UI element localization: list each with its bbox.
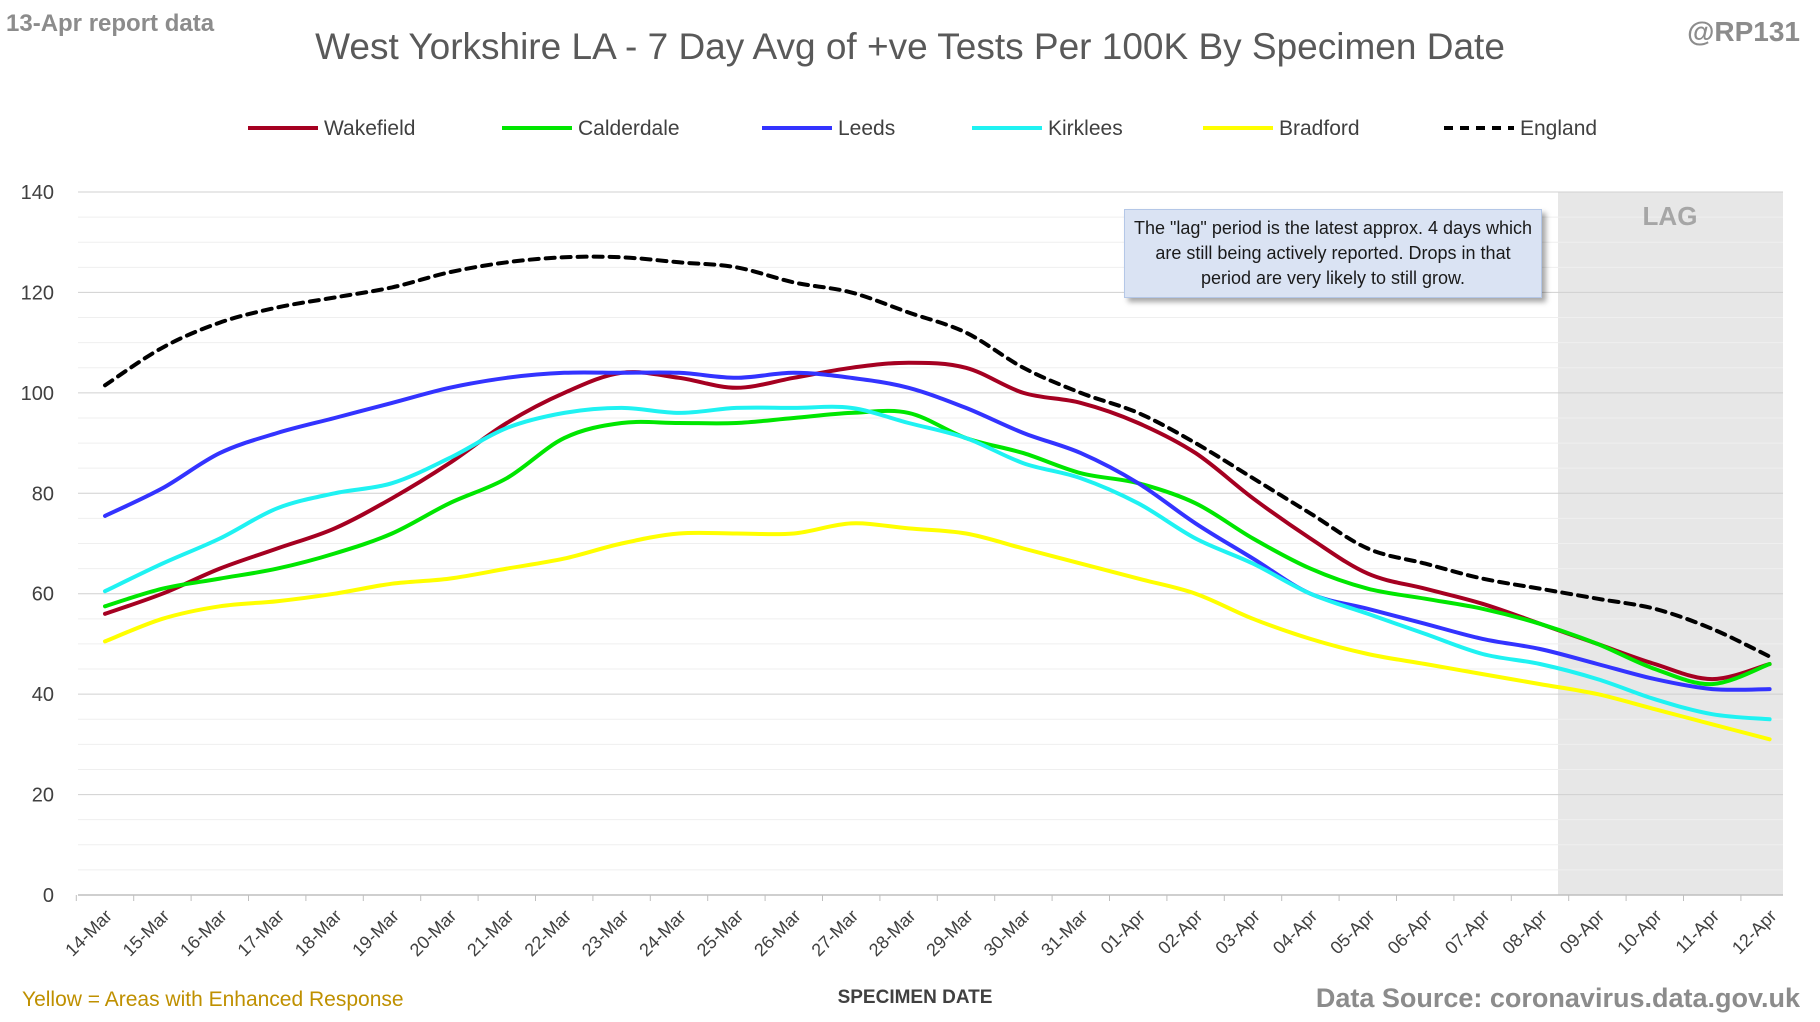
x-tick-label: 02-Apr bbox=[1154, 906, 1206, 958]
x-tick-label: 22-Mar bbox=[521, 906, 575, 960]
legend-label: Leeds bbox=[838, 117, 895, 140]
x-tick-label: 01-Apr bbox=[1097, 906, 1149, 958]
legend-label: England bbox=[1520, 117, 1597, 140]
y-tick-label: 120 bbox=[21, 282, 54, 304]
data-source: Data Source: coronavirus.data.gov.uk bbox=[1315, 983, 1800, 1013]
report-date-label: 13-Apr report data bbox=[6, 10, 215, 37]
y-tick-label: 100 bbox=[21, 383, 54, 405]
x-tick-label: 25-Mar bbox=[693, 906, 747, 960]
series-line-england bbox=[103, 254, 1772, 659]
axes: 0 20 40 60 80 100 120 140 14-Mar 15-Mar 16-Mar 17-M… bbox=[21, 182, 1783, 960]
y-tick-label: 0 bbox=[43, 885, 54, 907]
x-tick-label: 18-Mar bbox=[291, 906, 345, 960]
y-tick-label: 80 bbox=[32, 483, 54, 505]
x-tick-label: 29-Mar bbox=[922, 906, 976, 960]
x-tick-label: 24-Mar bbox=[635, 906, 689, 960]
x-tick-label: 07-Apr bbox=[1441, 906, 1493, 958]
x-tick-label: 06-Apr bbox=[1384, 906, 1436, 958]
y-tick-label: 40 bbox=[32, 684, 54, 706]
series-line-kirklees bbox=[103, 404, 1772, 722]
x-tick-label: 20-Mar bbox=[406, 906, 460, 960]
y-tick-label: 60 bbox=[32, 584, 54, 606]
series-line-calderdale bbox=[103, 408, 1772, 687]
x-tick-label: 23-Mar bbox=[578, 906, 632, 960]
x-tick-label: 27-Mar bbox=[808, 906, 862, 960]
series-line-bradford bbox=[103, 521, 1772, 742]
legend-label: Kirklees bbox=[1048, 117, 1123, 140]
x-tick-label: 31-Mar bbox=[1037, 906, 1091, 960]
x-tick-label: 08-Apr bbox=[1498, 906, 1550, 958]
legend-label: Calderdale bbox=[578, 117, 680, 140]
legend: Wakefield Calderdale Leeds Kirklees Bradford… bbox=[248, 117, 1597, 140]
x-tick-label: 26-Mar bbox=[750, 906, 804, 960]
x-tick-label: 03-Apr bbox=[1211, 906, 1263, 958]
x-tick-label: 04-Apr bbox=[1269, 906, 1321, 958]
x-tick-label: 17-Mar bbox=[234, 906, 288, 960]
x-tick-label: 30-Mar bbox=[980, 906, 1034, 960]
legend-label: Wakefield bbox=[324, 117, 415, 140]
x-tick-label: 11-Apr bbox=[1672, 906, 1723, 957]
x-tick-label: 09-Apr bbox=[1556, 906, 1608, 958]
x-tick-label: 19-Mar bbox=[348, 906, 402, 960]
x-tick-label: 05-Apr bbox=[1326, 906, 1378, 958]
series-line-leeds bbox=[103, 370, 1772, 692]
series-lines bbox=[103, 254, 1772, 742]
series-line-wakefield bbox=[103, 360, 1772, 682]
x-tick-label: 15-Mar bbox=[119, 906, 173, 960]
x-tick-label: 16-Mar bbox=[176, 906, 230, 960]
x-tick-label: 28-Mar bbox=[865, 906, 919, 960]
x-tick-label: 10-Apr bbox=[1613, 906, 1665, 958]
x-tick-label: 14-Mar bbox=[61, 906, 115, 960]
x-tick-label: 12-Apr bbox=[1728, 906, 1780, 958]
y-tick-label: 140 bbox=[21, 182, 54, 204]
y-tick-label: 20 bbox=[32, 785, 54, 807]
footnote: Yellow = Areas with Enhanced Response bbox=[22, 988, 404, 1011]
lag-label: LAG bbox=[1643, 201, 1698, 231]
author-handle: @RP131 bbox=[1687, 16, 1800, 47]
lag-note-box: The "lag" period is the latest approx. 4… bbox=[1124, 209, 1542, 298]
x-tick-label: 21-Mar bbox=[463, 906, 517, 960]
legend-label: Bradford bbox=[1279, 117, 1360, 140]
x-axis-title: SPECIMEN DATE bbox=[838, 987, 993, 1008]
chart-title: West Yorkshire LA - 7 Day Avg of +ve Tes… bbox=[315, 26, 1505, 67]
gridlines bbox=[78, 191, 1783, 896]
